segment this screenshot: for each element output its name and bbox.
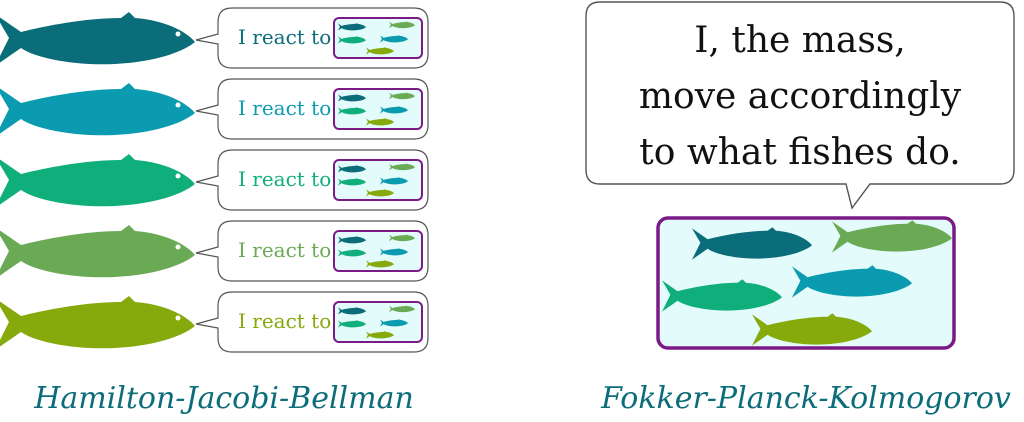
left-caption: Hamilton-Jacobi-Bellman — [33, 381, 414, 416]
fish-icon — [0, 83, 195, 137]
fish-row: I react to — [0, 220, 429, 282]
mini-school-box — [333, 159, 423, 201]
fish-eye-icon — [175, 102, 181, 108]
react-label: I react to — [238, 167, 331, 191]
fish-row: I react to — [0, 7, 429, 69]
fish-icon — [0, 12, 195, 66]
fish-row: I react to — [0, 291, 429, 353]
large-school-box — [656, 216, 956, 350]
left-fish-rows: I react to I react to I react to — [0, 7, 429, 353]
mini-school-box — [333, 301, 423, 343]
fish-icon — [0, 154, 195, 208]
bubble-line: to what fishes do. — [639, 132, 960, 173]
mini-school-box — [333, 17, 423, 59]
react-label: I react to — [238, 25, 331, 49]
fish-icon — [0, 225, 195, 279]
mini-school-box — [333, 88, 423, 130]
bubble-line: I, the mass, — [694, 20, 906, 61]
mass-speech-bubble: I, the mass, move accordingly to what fi… — [585, 1, 1015, 210]
fish-eye-icon — [175, 173, 181, 179]
react-label: I react to — [238, 96, 331, 120]
bubble-line: move accordingly — [639, 76, 962, 117]
right-caption: Fokker-Planck-Kolmogorov — [600, 381, 1011, 416]
bubble-outline — [585, 1, 1015, 210]
react-label: I react to — [238, 309, 331, 333]
fish-row: I react to — [0, 149, 429, 211]
fish-eye-icon — [175, 31, 181, 37]
fish-icon — [0, 296, 195, 350]
react-label: I react to — [238, 238, 331, 262]
fish-eye-icon — [175, 244, 181, 250]
fish-row: I react to — [0, 78, 429, 140]
mini-school-box — [333, 230, 423, 272]
fish-eye-icon — [175, 315, 181, 321]
